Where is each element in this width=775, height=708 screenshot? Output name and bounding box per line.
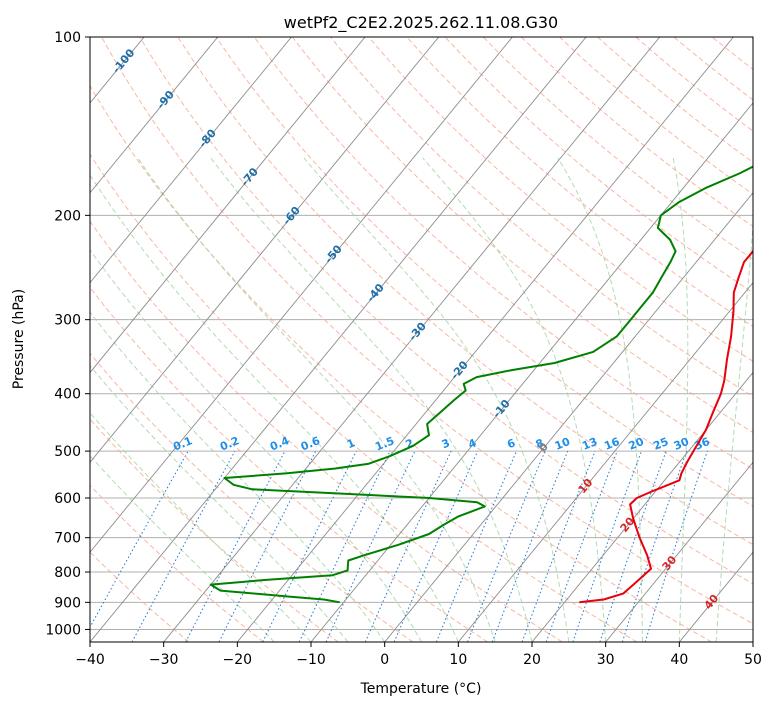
sounding-profiles [209,165,753,604]
x-tick-label: −30 [149,652,179,668]
isotherm [90,37,366,374]
dry-adiabat [90,84,712,642]
isotherm [531,371,753,642]
mixing-ratio-line [90,450,189,629]
dry-adiabat [406,37,753,328]
y-tick-label: 400 [54,387,81,403]
mixing-ratio-line [131,450,236,642]
moist-adiabats [90,157,753,642]
mixing-ratio-line [599,450,667,642]
dewpoint-profile [209,165,753,604]
isotherm [90,37,513,553]
moist-adiabat [422,157,607,642]
moist-adiabat [672,157,689,642]
y-tick-label: 1000 [45,622,81,638]
mixing-ratio-label: 30 [672,435,691,453]
isotherm [90,37,587,642]
dry-adiabat [90,153,638,642]
isotherms [90,37,753,642]
dry-adiabat [482,37,753,260]
moist-adiabat [210,157,533,642]
x-tick-label: 40 [670,652,688,668]
x-tick-label: −20 [223,652,253,668]
mixing-ratio-label: 8 [534,436,546,451]
y-tick-label: 200 [54,208,81,224]
mixing-ratio-label: 1 [345,436,357,451]
mixing-ratio-label: 10 [553,435,572,453]
y-axis-label: Pressure (hPa) [11,289,27,389]
x-tick-label: 10 [449,652,467,668]
x-tick-label: −10 [296,652,326,668]
y-axis: 100 200 300 400 500 600 700 800 900 1000 [45,30,90,638]
moist-adiabat [90,364,349,642]
mixing-ratio-label: 3 [440,436,452,451]
chart-title: wetPf2_C2E2.2025.262.11.08.G30 [284,13,558,33]
isotherm [605,461,753,642]
isotherm [457,281,753,642]
isotherm [236,37,734,642]
y-tick-label: 300 [54,313,81,329]
isotherm [90,37,219,194]
dry-adiabat [90,220,563,642]
dry-adiabat [177,37,753,546]
mixing-ratio-line [298,450,391,642]
mixing-ratio-label: 36 [693,435,712,453]
mixing-ratio-line [262,450,357,642]
moist-adiabat [90,455,275,642]
dry-adiabat [330,37,753,398]
moist-adiabat [137,157,496,642]
temperature-profile [579,249,753,604]
y-tick-label: 700 [54,531,81,547]
isotherm [163,37,661,642]
dry-adiabat [90,286,488,642]
y-tick-label: 500 [54,444,81,460]
x-tick-label: 30 [597,652,615,668]
y-tick-label: 100 [54,30,81,46]
mixing-ratio-line [364,450,452,642]
mixing-ratio-line [325,450,416,642]
mixing-ratio-line [435,450,517,642]
moist-adiabat [303,157,570,642]
mixing-ratio-lines [90,450,708,642]
dry-adiabat [90,484,264,642]
isotherm [310,102,753,642]
mixing-ratio-label: 13 [580,435,599,453]
mixing-ratio-line [393,450,479,642]
moist-adiabat [557,157,643,642]
isotherm [384,192,753,642]
dry-adiabat [559,37,753,195]
moist-adiabat [715,220,753,642]
moist-adiabat [90,249,422,642]
y-tick-label: 800 [54,565,81,581]
moist-adiabat [90,174,459,642]
mixing-ratio-label: 2 [404,436,416,451]
mixing-ratio-line [545,450,618,642]
y-tick-label: 900 [54,595,81,611]
y-tick-label: 600 [54,491,81,507]
x-axis: −40 −30 −20 −10 0 10 20 30 40 50 [75,642,762,668]
moist-adiabat [90,311,386,642]
mixing-ratio-label: 20 [627,435,646,453]
x-tick-label: −40 [75,652,105,668]
mixing-ratio-line [572,450,642,642]
mixing-ratio-label: 16 [602,435,621,453]
dry-adiabat [139,37,753,585]
plot-frame [89,36,754,643]
dry-adiabat [215,37,753,507]
isotherm [90,37,440,464]
dry-adiabat [101,37,753,625]
mixing-ratio-line [644,450,708,642]
x-tick-label: 50 [744,652,762,668]
plot-area: 0.1 0.2 0.4 0.6 1 1.5 2 3 4 6 8 10 13 16 20 25 30 36-100-… [90,37,753,642]
x-tick-label: 20 [523,652,541,668]
x-axis-label: Temperature (°C) [360,681,482,697]
mixing-ratio-label: 25 [651,435,670,453]
x-tick-label: 0 [380,652,389,668]
isotherm [90,37,292,284]
mixing-ratio-line [621,450,688,642]
